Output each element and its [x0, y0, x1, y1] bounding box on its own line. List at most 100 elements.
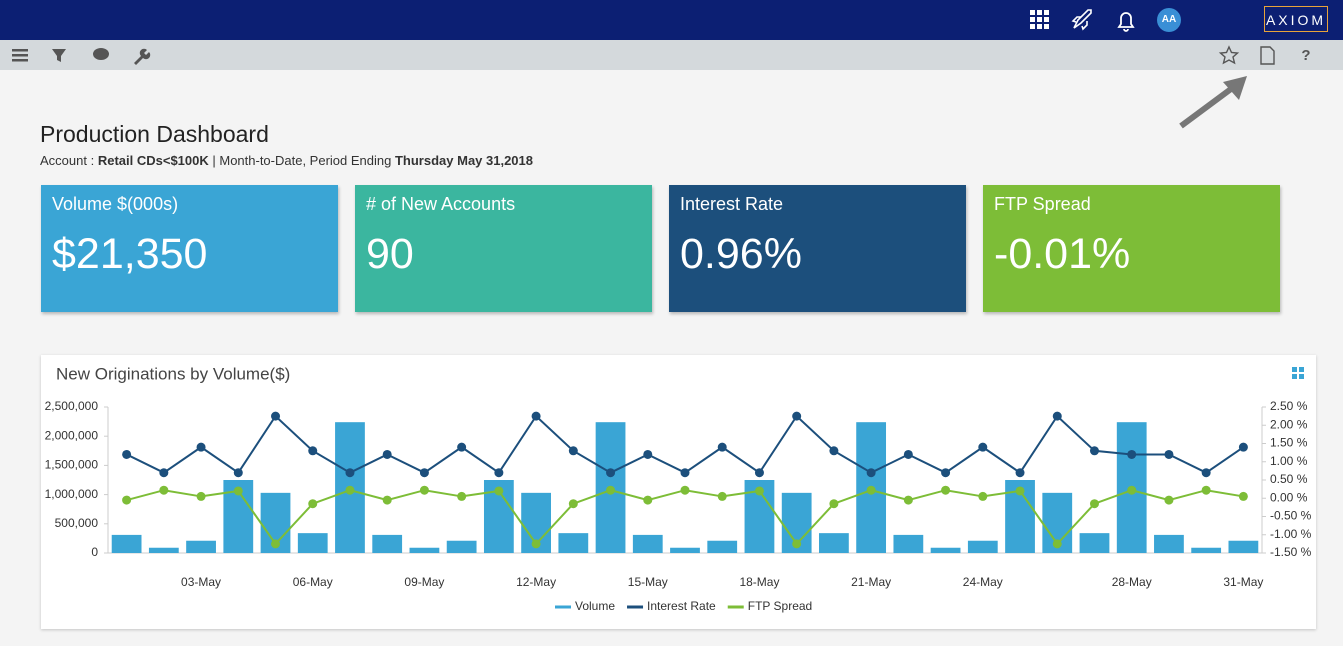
point — [867, 486, 876, 495]
bar — [1154, 535, 1184, 553]
account: Retail CDs<$100K — [98, 153, 209, 168]
bar — [1080, 533, 1110, 553]
layout-icon[interactable] — [1292, 367, 1304, 379]
brand-logo[interactable]: AXIOM — [1264, 6, 1328, 32]
x-tick-label: 31-May — [1223, 575, 1263, 589]
comment-icon[interactable] — [93, 48, 109, 60]
point — [829, 499, 838, 508]
bar — [633, 535, 663, 553]
favorite-icon[interactable] — [1221, 47, 1238, 63]
bar — [112, 535, 142, 553]
kpi-value: 0.96% — [680, 230, 802, 279]
point — [159, 486, 168, 495]
x-tick-label: 09-May — [404, 575, 444, 589]
x-tick-label: 06-May — [293, 575, 333, 589]
toolbar-icons: ? — [0, 40, 1343, 70]
y2-tick-label: -1.00 % — [1270, 527, 1312, 541]
bar — [558, 533, 588, 553]
point — [234, 468, 243, 477]
point — [606, 486, 615, 495]
point — [345, 486, 354, 495]
pdf-icon[interactable] — [1261, 47, 1274, 64]
point — [345, 468, 354, 477]
page-subtitle: Account : Retail CDs<$100K | Month-to-Da… — [40, 153, 533, 168]
point — [420, 468, 429, 477]
filter-icon[interactable] — [52, 49, 66, 62]
point — [122, 450, 131, 459]
top-bar: AA AXIOM — [0, 0, 1343, 40]
y2-tick-label: 1.50 % — [1270, 436, 1308, 450]
bar — [670, 548, 700, 553]
y2-tick-label: -1.50 % — [1270, 545, 1312, 559]
toolbar: ? — [0, 40, 1343, 70]
apps-icon[interactable] — [1030, 10, 1049, 29]
point — [1090, 446, 1099, 455]
rocket-icon[interactable] — [1073, 10, 1091, 29]
y-tick-label: 2,000,000 — [45, 428, 99, 442]
point — [271, 539, 280, 548]
kpi-card: Interest Rate0.96% — [669, 185, 966, 312]
period-date: Thursday May 31,2018 — [395, 153, 533, 168]
point — [904, 496, 913, 505]
x-tick-label: 24-May — [963, 575, 1003, 589]
point — [494, 486, 503, 495]
point — [681, 486, 690, 495]
menu-icon[interactable] — [12, 49, 28, 62]
kpi-label: # of New Accounts — [366, 194, 515, 215]
bar — [819, 533, 849, 553]
point — [1016, 468, 1025, 477]
kpi-value: 90 — [366, 230, 414, 279]
point — [1053, 412, 1062, 421]
line — [127, 490, 1244, 544]
help-icon[interactable]: ? — [1301, 47, 1310, 64]
point — [681, 468, 690, 477]
point — [569, 499, 578, 508]
point — [532, 412, 541, 421]
page-title: Production Dashboard — [40, 121, 269, 148]
point — [159, 468, 168, 477]
point — [792, 539, 801, 548]
avatar[interactable]: AA — [1157, 8, 1181, 32]
kpi-card: FTP Spread-0.01% — [983, 185, 1280, 312]
y2-tick-label: -0.50 % — [1270, 509, 1312, 523]
chart-title: New Originations by Volume($) — [56, 364, 290, 383]
point — [1202, 468, 1211, 477]
x-tick-label: 28-May — [1112, 575, 1152, 589]
point — [941, 486, 950, 495]
bell-icon[interactable] — [1119, 13, 1133, 31]
y2-tick-label: 1.00 % — [1270, 454, 1308, 468]
point — [308, 499, 317, 508]
point — [569, 446, 578, 455]
y2-tick-label: 0.00 % — [1270, 490, 1308, 504]
point — [755, 486, 764, 495]
y-tick-label: 0 — [91, 545, 98, 559]
settings-icon[interactable] — [134, 49, 150, 65]
point — [308, 446, 317, 455]
point — [1239, 443, 1248, 452]
point — [457, 443, 466, 452]
point — [1016, 486, 1025, 495]
bar — [931, 548, 961, 553]
kpi-card: # of New Accounts 90 — [355, 185, 652, 312]
bar — [707, 541, 737, 553]
point — [755, 468, 764, 477]
bar — [893, 535, 923, 553]
annotation-arrow — [1175, 72, 1255, 132]
line — [127, 416, 1244, 473]
point — [1127, 486, 1136, 495]
legend-label: Interest Rate — [647, 599, 716, 613]
point — [718, 492, 727, 501]
point — [197, 492, 206, 501]
point — [606, 468, 615, 477]
kpi-card: Volume $(000s)$21,350 — [41, 185, 338, 312]
x-tick-label: 12-May — [516, 575, 556, 589]
point — [1239, 492, 1248, 501]
point — [643, 496, 652, 505]
point — [1202, 486, 1211, 495]
kpi-label: FTP Spread — [994, 194, 1091, 215]
point — [904, 450, 913, 459]
bar — [968, 541, 998, 553]
y2-tick-label: 2.00 % — [1270, 417, 1308, 431]
